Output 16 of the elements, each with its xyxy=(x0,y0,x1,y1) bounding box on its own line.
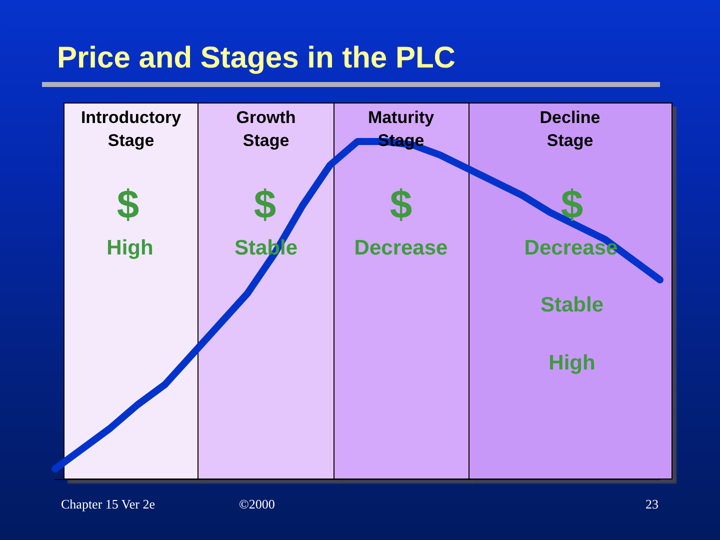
annotation: Stable xyxy=(540,294,604,316)
annotation: High xyxy=(106,236,154,260)
text: 23 xyxy=(646,496,658,512)
annotation: Decrease xyxy=(354,236,448,260)
text: Chapter 15 Ver 2e xyxy=(61,496,156,512)
text: ©2000 xyxy=(239,496,275,512)
annotation: High xyxy=(548,352,596,374)
annotation: $ xyxy=(116,183,140,227)
annotation: Decline Stage xyxy=(540,108,600,150)
annotation: Introductory Stage xyxy=(80,108,182,150)
annotation: $ xyxy=(254,183,276,227)
annotation: Decrease xyxy=(524,236,618,260)
annotation: $ xyxy=(560,183,584,227)
chart-title: Price and Stages in the PLC xyxy=(57,42,456,74)
annotation: $ xyxy=(390,183,412,227)
annotation: Growth Stage xyxy=(236,108,296,150)
